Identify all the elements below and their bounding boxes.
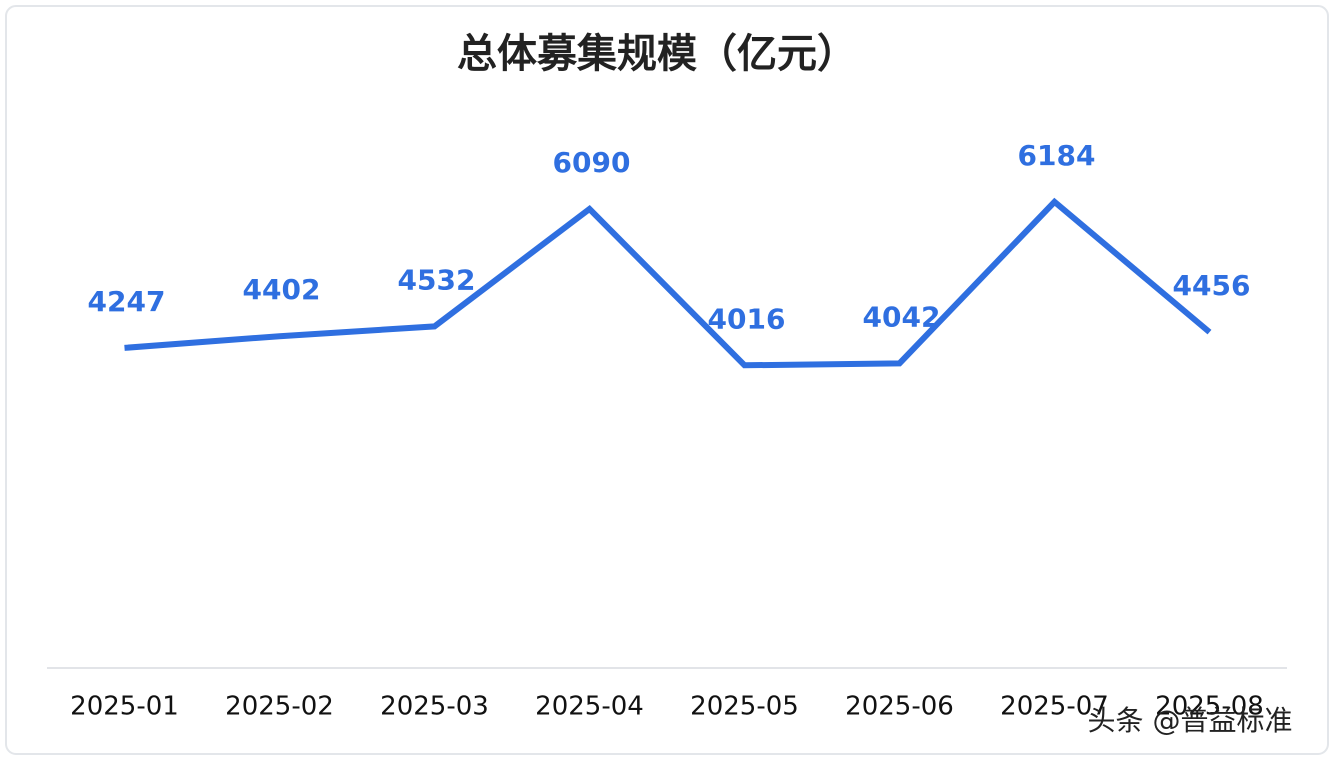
x-tick-label: 2025-05: [690, 692, 799, 722]
x-tick-label: 2025-02: [225, 692, 334, 722]
data-label: 4532: [398, 263, 476, 296]
data-label: 6090: [553, 146, 631, 179]
x-tick-label: 2025-03: [380, 692, 489, 722]
x-tick-label: 2025-07: [1000, 692, 1109, 722]
data-label: 4456: [1173, 269, 1251, 302]
data-label: 4042: [863, 300, 941, 333]
x-tick-label: 2025-06: [845, 692, 954, 722]
data-label: 6184: [1018, 139, 1096, 172]
data-line: [124, 197, 1212, 369]
data-label: 4247: [88, 285, 166, 318]
data-label: 4016: [708, 302, 786, 335]
x-tick-label: 2025-08: [1155, 692, 1264, 722]
x-tick-label: 2025-01: [70, 692, 179, 722]
watermark: 头条 @普益标准: [1088, 704, 1293, 737]
data-label: 4402: [243, 273, 321, 306]
chart-frame: [5, 5, 1329, 755]
chart-title: 总体募集规模（亿元）: [457, 30, 857, 77]
x-tick-label: 2025-04: [535, 692, 644, 722]
